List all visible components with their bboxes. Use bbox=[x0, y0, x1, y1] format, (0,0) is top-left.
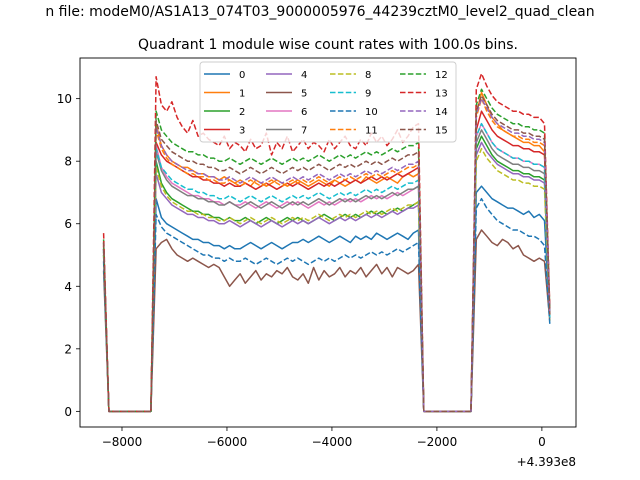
legend-label-4: 4 bbox=[301, 70, 307, 81]
legend-label-11: 11 bbox=[365, 126, 378, 137]
legend-label-8: 8 bbox=[365, 70, 371, 81]
series-line-10 bbox=[102, 197, 551, 413]
x-tick-label: −4000 bbox=[312, 435, 353, 449]
y-tick-label: 6 bbox=[64, 217, 72, 231]
legend-label-5: 5 bbox=[301, 89, 307, 100]
legend-label-12: 12 bbox=[435, 70, 448, 81]
legend-label-7: 7 bbox=[301, 126, 307, 137]
axes-frame bbox=[79, 57, 577, 428]
x-tick-label: −2000 bbox=[417, 435, 458, 449]
legend-label-3: 3 bbox=[239, 126, 245, 137]
plot-area bbox=[79, 57, 577, 428]
series-line-15 bbox=[102, 94, 551, 413]
series-line-13 bbox=[102, 72, 551, 413]
legend-label-14: 14 bbox=[435, 107, 448, 118]
x-tick-label: −6000 bbox=[207, 435, 248, 449]
x-axis: −8000 −6000 −4000 −2000 0 bbox=[102, 427, 546, 449]
figure-suptitle: n file: modeM0/AS1A13_074T03_9000005976_… bbox=[45, 4, 594, 20]
y-axis: 0 2 4 6 8 10 bbox=[57, 92, 80, 419]
legend-label-9: 9 bbox=[365, 89, 371, 100]
legend-label-10: 10 bbox=[365, 107, 378, 118]
legend-box bbox=[199, 61, 457, 143]
legend-label-15: 15 bbox=[435, 126, 448, 137]
series-line-12 bbox=[102, 88, 551, 413]
y-tick-label: 10 bbox=[57, 92, 72, 106]
x-tick-label: −8000 bbox=[102, 435, 143, 449]
legend-label-13: 13 bbox=[435, 89, 448, 100]
chart-title: Quadrant 1 module wise count rates with … bbox=[138, 37, 518, 53]
legend-label-1: 1 bbox=[239, 89, 245, 100]
y-tick-label: 8 bbox=[64, 155, 72, 169]
legend-label-0: 0 bbox=[239, 70, 245, 81]
x-tick-label: 0 bbox=[538, 435, 546, 449]
series-layer bbox=[102, 72, 551, 413]
legend-label-6: 6 bbox=[301, 107, 307, 118]
y-tick-label: 4 bbox=[64, 280, 72, 294]
legend-label-2: 2 bbox=[239, 107, 245, 118]
x-axis-offset-text: +4.393e8 bbox=[517, 455, 576, 469]
y-tick-label: 0 bbox=[64, 405, 72, 419]
y-tick-label: 2 bbox=[64, 342, 72, 356]
series-line-9 bbox=[102, 122, 551, 413]
